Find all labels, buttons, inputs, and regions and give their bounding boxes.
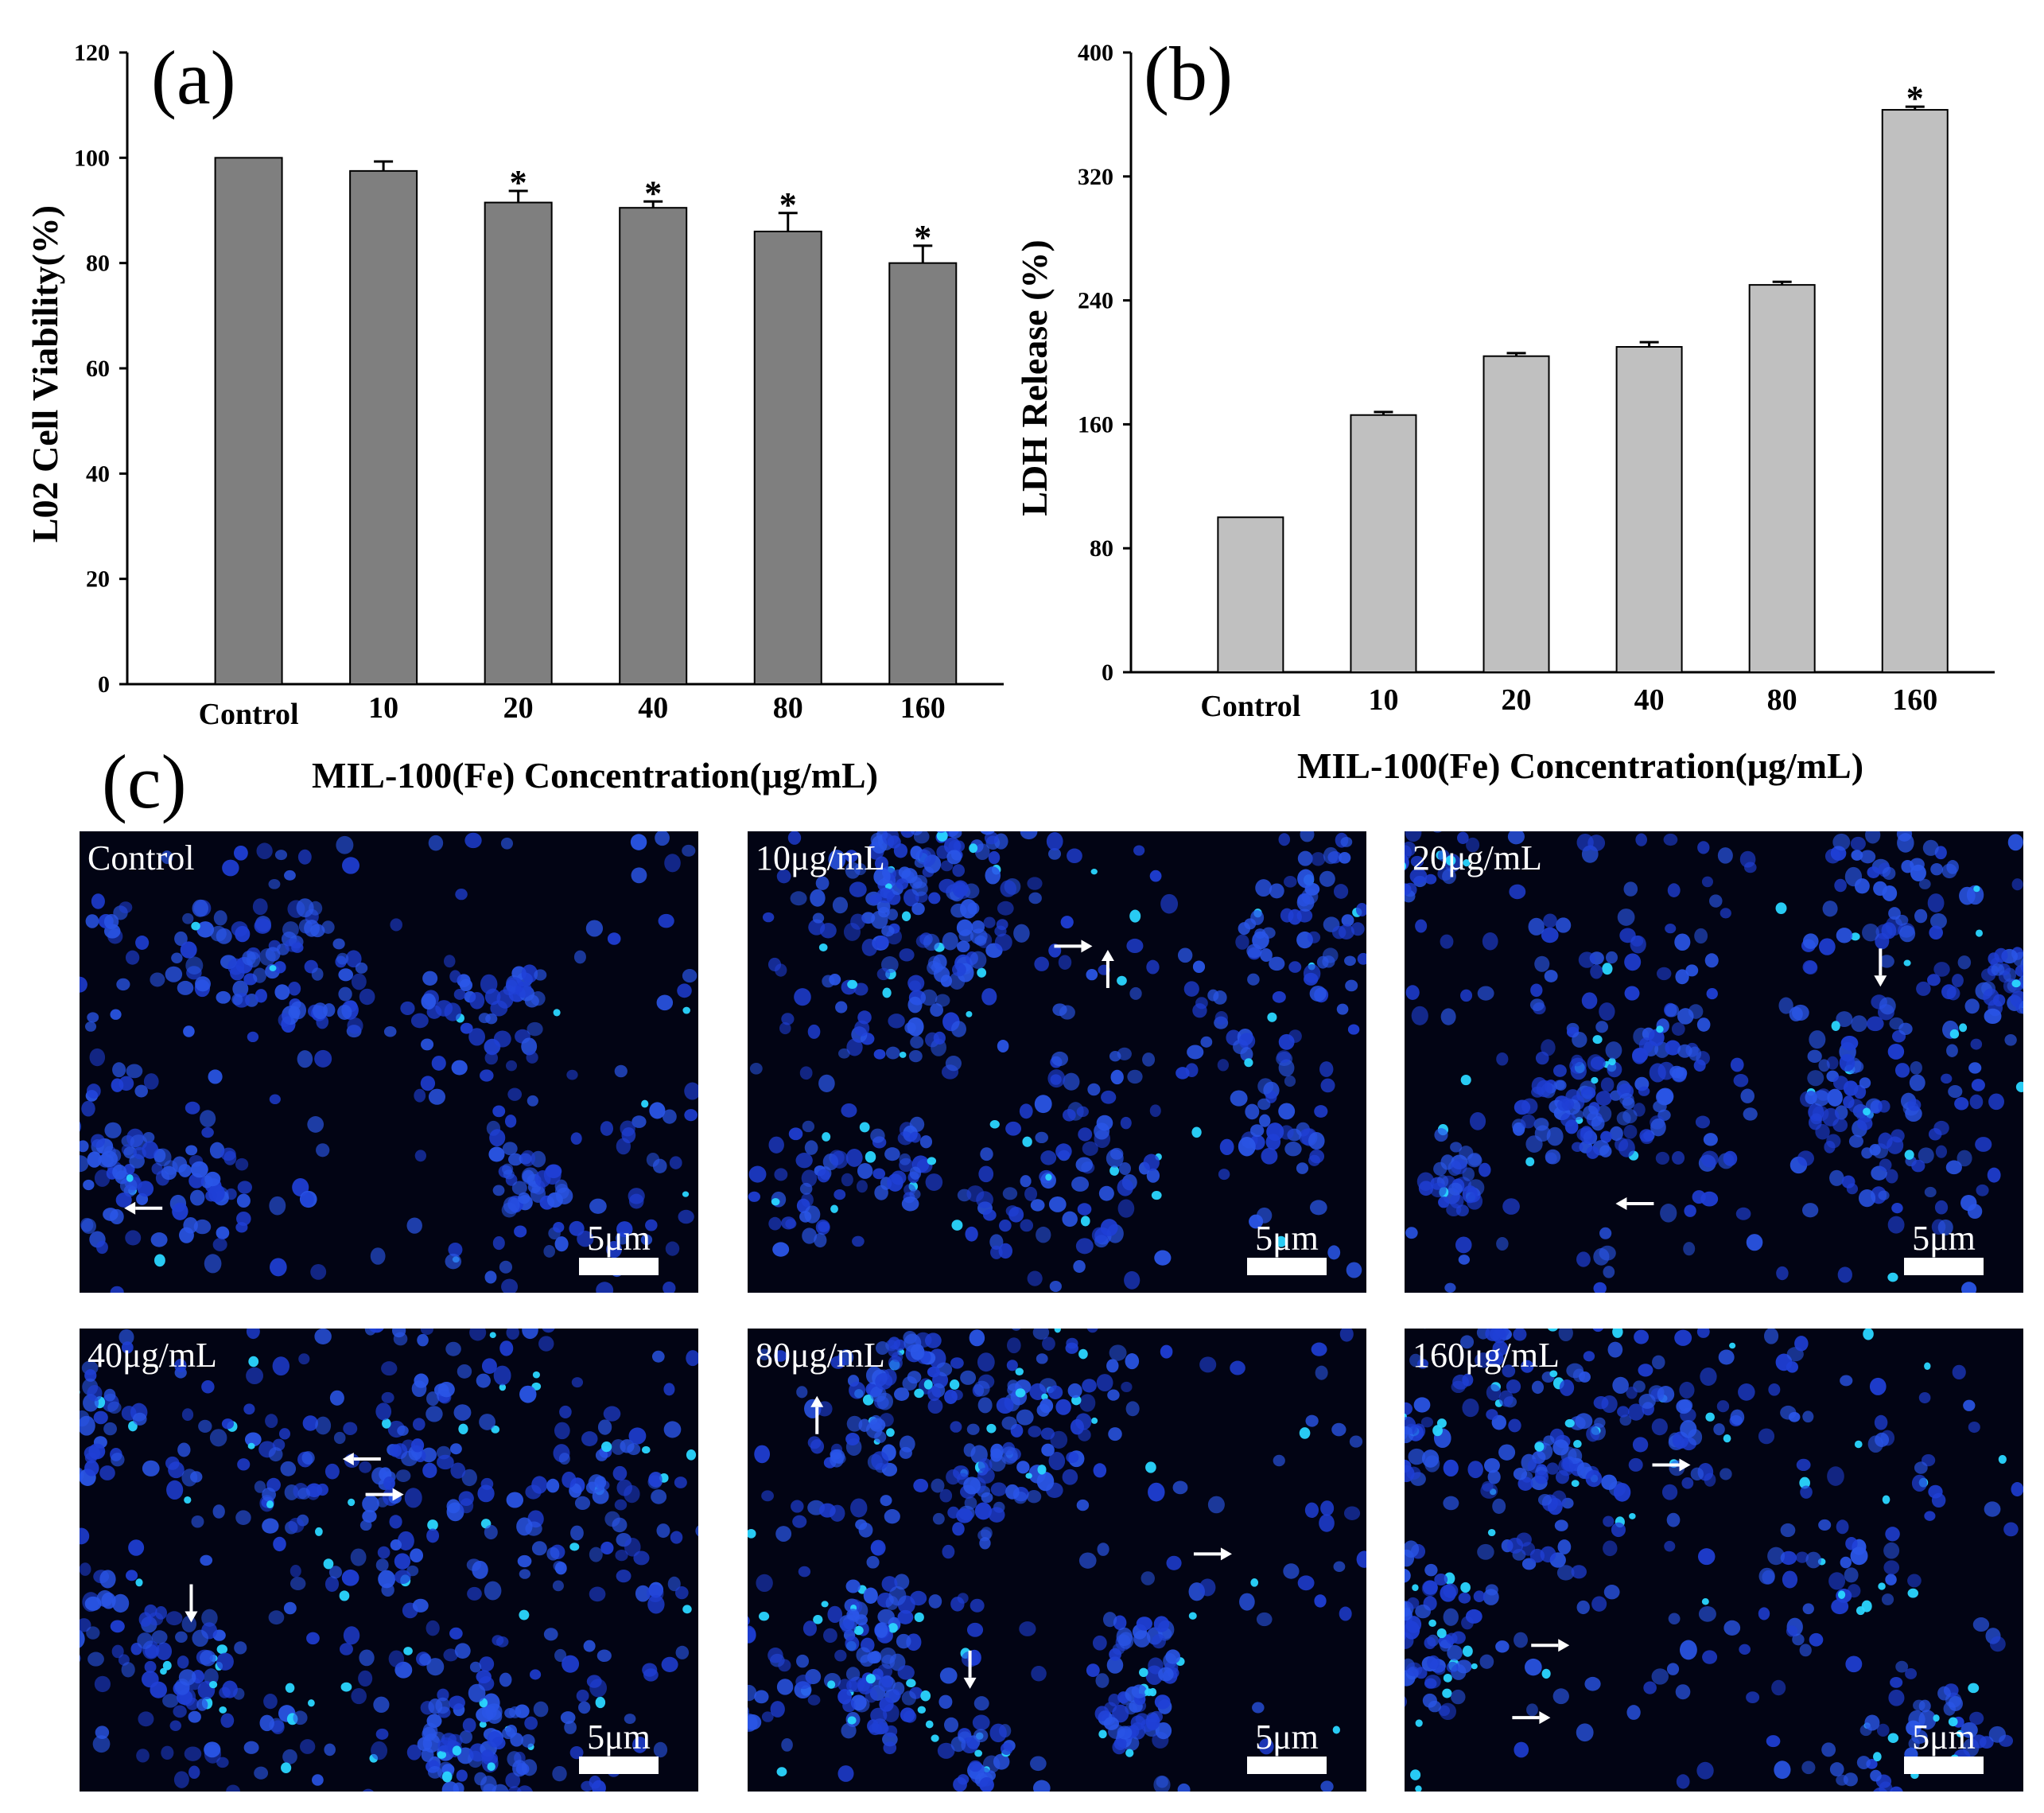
micrograph-0: Control 5μm bbox=[80, 831, 698, 1293]
x-tick-label-a-4: 80 bbox=[773, 691, 803, 725]
bar-b-3 bbox=[1615, 346, 1683, 673]
bar-b-1 bbox=[1350, 414, 1417, 674]
micrograph-4: 80μg/mL 5μm bbox=[748, 1329, 1366, 1792]
x-tick-label-b-0: Control bbox=[1200, 690, 1300, 723]
micrograph-3: 40μg/mL 5μm bbox=[80, 1329, 698, 1792]
x-tick-label-b-2: 20 bbox=[1502, 683, 1532, 717]
scale-bar-label: 5μm bbox=[587, 1718, 651, 1757]
micrograph-panel: (c) Control5μm10μg/mL5μm20μg/mL5μm40μg/m… bbox=[80, 739, 2023, 1792]
y-tick-label-b: 160 bbox=[1078, 411, 1113, 438]
x-tick-label-a-3: 40 bbox=[638, 691, 668, 725]
significance-mark-a-5: * bbox=[914, 218, 931, 257]
apoptosis-arrow bbox=[1874, 948, 1887, 987]
chart-b-ldh: (b) LDH Release (%) MIL-100(Fe) Concentr… bbox=[1014, 31, 1995, 786]
bar-a-3 bbox=[619, 207, 688, 686]
micrograph-1: 10μg/mL 5μm bbox=[748, 831, 1366, 1293]
micrograph-label: 20μg/mL bbox=[1413, 838, 1542, 877]
bar-a-0 bbox=[214, 157, 283, 686]
x-tick-label-b-4: 80 bbox=[1767, 683, 1797, 717]
scale-bar bbox=[1247, 1757, 1327, 1774]
micrograph-label: 80μg/mL bbox=[756, 1336, 885, 1375]
y-axis-title-a: L02 Cell Viability(%) bbox=[25, 205, 65, 543]
x-tick-label-a-5: 160 bbox=[900, 691, 946, 725]
panel-label-a: (a) bbox=[151, 35, 236, 120]
x-tick-label-b-3: 40 bbox=[1634, 683, 1665, 717]
micrograph-label: 10μg/mL bbox=[756, 838, 885, 877]
bar-b-0 bbox=[1217, 516, 1284, 673]
scale-bar-label: 5μm bbox=[587, 1219, 651, 1258]
cell-nuclei bbox=[80, 1329, 698, 1792]
micrograph-label: Control bbox=[87, 838, 194, 877]
y-tick-label-a: 60 bbox=[86, 356, 110, 382]
y-tick-label-b: 400 bbox=[1078, 40, 1113, 66]
apoptosis-arrow bbox=[810, 1395, 824, 1434]
apoptosis-arrow bbox=[185, 1584, 198, 1623]
bar-a-5 bbox=[888, 262, 958, 685]
y-tick-label-b: 240 bbox=[1078, 288, 1113, 314]
x-tick-label-a-1: 10 bbox=[368, 691, 398, 725]
y-tick-label-b: 0 bbox=[1102, 659, 1113, 686]
x-tick-label-b-1: 10 bbox=[1368, 683, 1398, 717]
apoptosis-arrow bbox=[1531, 1639, 1570, 1652]
micrograph-5: 160μg/mL 5μm bbox=[1405, 1329, 2023, 1792]
scale-bar-label: 5μm bbox=[1255, 1219, 1319, 1258]
scale-bar bbox=[579, 1757, 659, 1774]
cell-nuclei bbox=[80, 831, 698, 1293]
x-axis-title-b: MIL-100(Fe) Concentration(μg/mL) bbox=[1297, 745, 1863, 786]
scale-bar bbox=[1904, 1258, 1984, 1275]
y-axis-title-b: LDH Release (%) bbox=[1014, 239, 1055, 515]
x-tick-label-a-0: Control bbox=[199, 698, 299, 731]
x-tick-label-b-5: 160 bbox=[1892, 683, 1937, 717]
scale-bar-label: 5μm bbox=[1912, 1718, 1976, 1757]
apoptosis-arrow bbox=[1054, 940, 1093, 953]
panel-label-b: (b) bbox=[1144, 31, 1233, 116]
y-tick-label-a: 100 bbox=[74, 145, 110, 171]
scale-bar bbox=[1247, 1258, 1327, 1275]
y-tick-label-a: 120 bbox=[74, 40, 110, 66]
apoptosis-arrow bbox=[1652, 1458, 1691, 1472]
y-tick-label-a: 20 bbox=[86, 566, 110, 593]
apoptosis-arrow bbox=[963, 1650, 977, 1689]
cell-nuclei bbox=[748, 831, 1366, 1293]
apoptosis-arrow bbox=[1101, 949, 1114, 988]
panel-label-c: (c) bbox=[102, 739, 187, 824]
bar-a-2 bbox=[484, 201, 553, 685]
scale-bar bbox=[1904, 1757, 1984, 1774]
micrograph-label: 40μg/mL bbox=[87, 1336, 217, 1375]
apoptosis-arrow bbox=[342, 1453, 381, 1466]
apoptosis-arrow bbox=[1615, 1197, 1654, 1211]
y-tick-label-a: 40 bbox=[86, 461, 110, 487]
bar-a-4 bbox=[753, 230, 822, 685]
bar-b-5 bbox=[1881, 109, 1949, 673]
y-tick-label-a: 80 bbox=[86, 251, 110, 277]
chart-a-viability: (a) L02 Cell Viability(%) MIL-100(Fe) Co… bbox=[25, 35, 1004, 796]
significance-mark-a-2: * bbox=[510, 163, 527, 202]
x-tick-label-a-2: 20 bbox=[503, 691, 534, 725]
bar-a-1 bbox=[349, 169, 418, 685]
scale-bar-label: 5μm bbox=[1912, 1219, 1976, 1258]
cell-nuclei bbox=[1405, 831, 2023, 1293]
y-tick-label-b: 80 bbox=[1090, 535, 1113, 562]
y-tick-label-b: 320 bbox=[1078, 164, 1113, 190]
significance-mark-b-5: * bbox=[1906, 79, 1924, 118]
significance-mark-a-3: * bbox=[644, 173, 662, 212]
micrograph-background bbox=[1405, 831, 2023, 1293]
x-axis-title-a: MIL-100(Fe) Concentration(μg/mL) bbox=[312, 755, 878, 796]
bar-b-4 bbox=[1748, 284, 1816, 673]
cell-nuclei bbox=[1405, 1329, 2023, 1792]
apoptosis-arrow bbox=[365, 1488, 404, 1501]
apoptosis-arrow bbox=[1512, 1711, 1551, 1725]
micrograph-label: 160μg/mL bbox=[1413, 1336, 1560, 1375]
scale-bar bbox=[579, 1258, 659, 1275]
apoptosis-arrow bbox=[1193, 1547, 1232, 1561]
apoptosis-arrow bbox=[124, 1201, 163, 1215]
y-tick-label-a: 0 bbox=[98, 671, 110, 698]
bar-b-2 bbox=[1482, 355, 1550, 673]
micrograph-2: 20μg/mL 5μm bbox=[1405, 831, 2023, 1293]
scale-bar-label: 5μm bbox=[1255, 1718, 1319, 1757]
significance-mark-a-4: * bbox=[779, 185, 797, 224]
